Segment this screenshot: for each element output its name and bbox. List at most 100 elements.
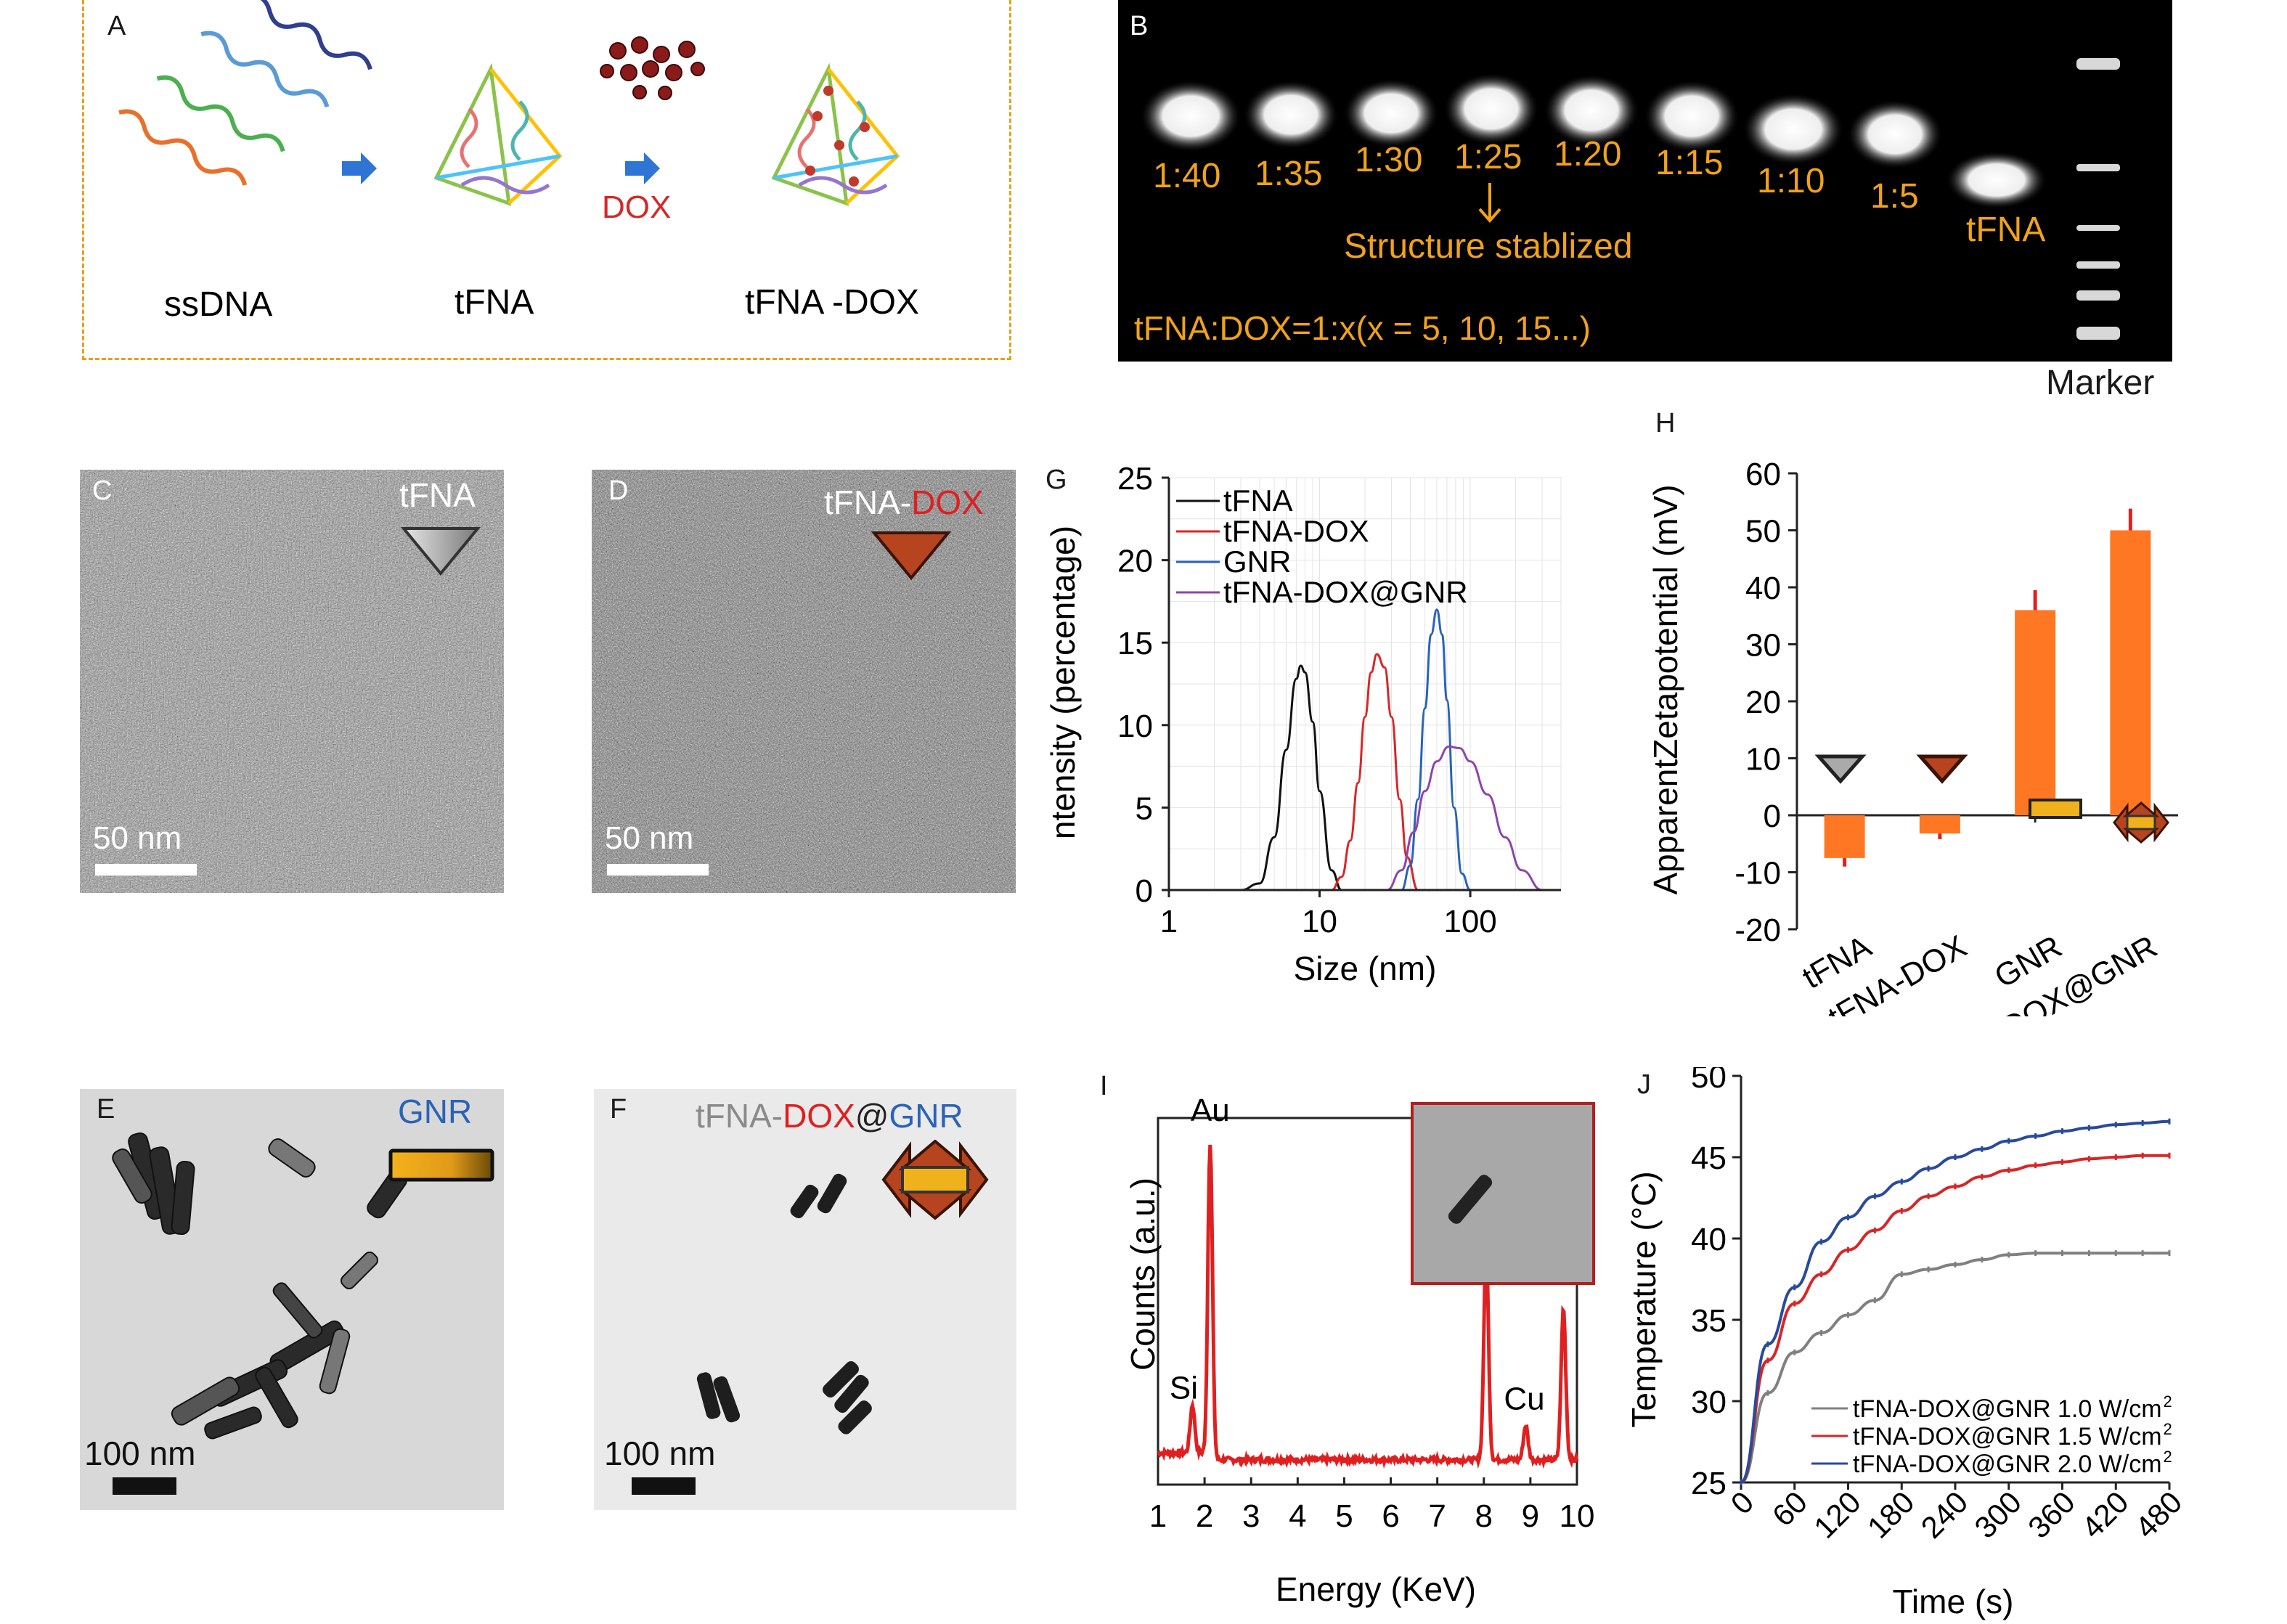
panel-label-j: J (1637, 1069, 1651, 1100)
bar (2015, 610, 2056, 815)
tfna-dox-gnr-icon (881, 1140, 989, 1220)
x-tick-label: 120 (1807, 1485, 1867, 1545)
x-tick-label: 5 (1335, 1498, 1353, 1534)
x-tick-label: 4 (1289, 1498, 1306, 1534)
bars (1824, 508, 2151, 867)
panel-label-a: A (107, 11, 126, 41)
panel-d-tem-image (592, 470, 1016, 893)
x-axis-label: Time (s) (1893, 1583, 2014, 1620)
panel-label-c: C (92, 476, 113, 506)
series-line (1401, 608, 1471, 891)
tfna-tag: tFNA (399, 476, 476, 514)
legend-label: GNR (1223, 544, 1291, 579)
ratio-label: 1:5 (1870, 177, 1919, 216)
y-tick-label: 50 (1745, 514, 1781, 550)
series-line (1240, 664, 1342, 891)
tem-texture (592, 470, 1016, 893)
y-tick-label: 60 (1745, 457, 1781, 492)
panel-label-b: B (1130, 11, 1149, 41)
scale-label: 50 nm (605, 820, 694, 856)
y-tick-label: 35 (1691, 1303, 1727, 1339)
x-tick-label: 3 (1242, 1498, 1260, 1534)
ratio-label: 1:40 (1153, 157, 1220, 195)
panel-a: DOX ssDNA tFNA tFNA -DOX (82, 0, 1011, 360)
ssdna-strand-orange (118, 109, 248, 186)
panel-label-g: G (1045, 465, 1067, 495)
legend-label: tFNA-DOX@GNR 1.5 W/cm (1853, 1423, 2162, 1450)
tfna-dox-tag: tFNA-DOX (824, 483, 984, 522)
legend-superscript: 2 (2164, 1420, 2172, 1438)
legend-label: tFNA-DOX@GNR (1223, 575, 1468, 609)
x-tick-label: 300 (1968, 1485, 2028, 1545)
x-tick-label: 7 (1428, 1498, 1446, 1534)
scale-bar (607, 864, 709, 876)
x-tick-label: 100 (1443, 904, 1496, 939)
axes: 1 2 3 4 5 6 7 8 9 10 (1149, 1117, 1594, 1534)
scale-bar (632, 1477, 696, 1495)
y-tick-label: 0 (1764, 799, 1781, 834)
tfna-dox-structure-icon (771, 62, 900, 206)
x-tick-label: 6 (1382, 1498, 1399, 1534)
ratio-label: 1:25 (1454, 138, 1522, 176)
arrow-icon (342, 152, 377, 184)
y-tick-label: 10 (1117, 709, 1153, 744)
scale-label: 100 nm (84, 1435, 196, 1472)
x-tick-label: 360 (2021, 1485, 2082, 1545)
legend-superscript: 2 (2164, 1392, 2172, 1411)
panel-c-tem-image (80, 470, 504, 893)
plot-frame (1157, 1117, 1578, 1486)
panel-label-d: D (608, 476, 629, 506)
y-tick-label: 45 (1691, 1141, 1727, 1176)
tem-inset-image (1411, 1102, 1595, 1285)
panel-a-schematic: DOX ssDNA tFNA tFNA -DOX (118, 0, 919, 324)
spectrum-line (1157, 1144, 1579, 1469)
peak-label: Si (1170, 1370, 1198, 1405)
tfna-lane-label: tFNA (1966, 211, 2045, 249)
y-tick-label: -20 (1734, 913, 1781, 948)
tfna-triangle-icon (1814, 754, 1867, 784)
gnr-particles (112, 1132, 407, 1440)
y-tick-label: -10 (1734, 856, 1781, 891)
tfna-dox-triangle-icon (871, 531, 951, 581)
y-tick-label: 20 (1745, 685, 1781, 720)
x-tick-label: 8 (1475, 1498, 1493, 1534)
x-tick-label: 1 (1149, 1498, 1167, 1534)
peak-label: Au (1191, 1093, 1230, 1128)
panel-label-e: E (97, 1094, 115, 1125)
legend-label: tFNA-DOX@GNR 2.0 W/cm (1853, 1450, 2162, 1478)
y-axis-label: ntensity (percentage) (1044, 526, 1082, 839)
x-axis-label: Energy (KeV) (1276, 1570, 1476, 1608)
tfna-structure-icon (433, 62, 563, 206)
ssdna-strand-green (156, 75, 285, 152)
tag-part: tFNA- (824, 483, 912, 521)
ratio-label: 1:10 (1757, 162, 1825, 200)
legend-superscript: 2 (2164, 1448, 2172, 1466)
panel-label-i: I (1100, 1071, 1108, 1101)
ratio-label: 1:15 (1655, 144, 1723, 182)
ratio-label: 1:35 (1255, 155, 1322, 193)
x-tick-label: 9 (1522, 1498, 1539, 1534)
tag-part: GNR (889, 1097, 963, 1135)
arrow-down-icon (1478, 183, 1501, 224)
gnr-rod-icon (2029, 799, 2082, 819)
panel-g-chart: 0 5 10 15 20 25 1 10 100 ntensity (percentage) S… (1044, 461, 1562, 987)
scale-label: 100 nm (604, 1435, 716, 1472)
y-tick-label: 30 (1691, 1384, 1727, 1420)
tfna-dox-label: tFNA -DOX (745, 283, 919, 322)
y-tick-label: 25 (1117, 461, 1153, 497)
tfna-triangle-icon (401, 527, 481, 576)
panel-label-h: H (1655, 408, 1676, 438)
gnr-tag: GNR (398, 1093, 473, 1130)
x-axis-label: Size (nm) (1294, 950, 1437, 987)
tag-part: tFNA- (696, 1097, 783, 1135)
y-tick-label: 20 (1117, 544, 1153, 579)
x-tick-label: 60 (1766, 1485, 1814, 1533)
panel-f-tem-image (594, 1089, 1016, 1510)
x-tick-label: 420 (2075, 1485, 2135, 1545)
panel-b-gel: 1:40 1:35 1:30 1:25 1:20 1:15 1:10 1:5 t… (1118, 0, 2172, 362)
x-tick-label: 2 (1196, 1498, 1213, 1534)
